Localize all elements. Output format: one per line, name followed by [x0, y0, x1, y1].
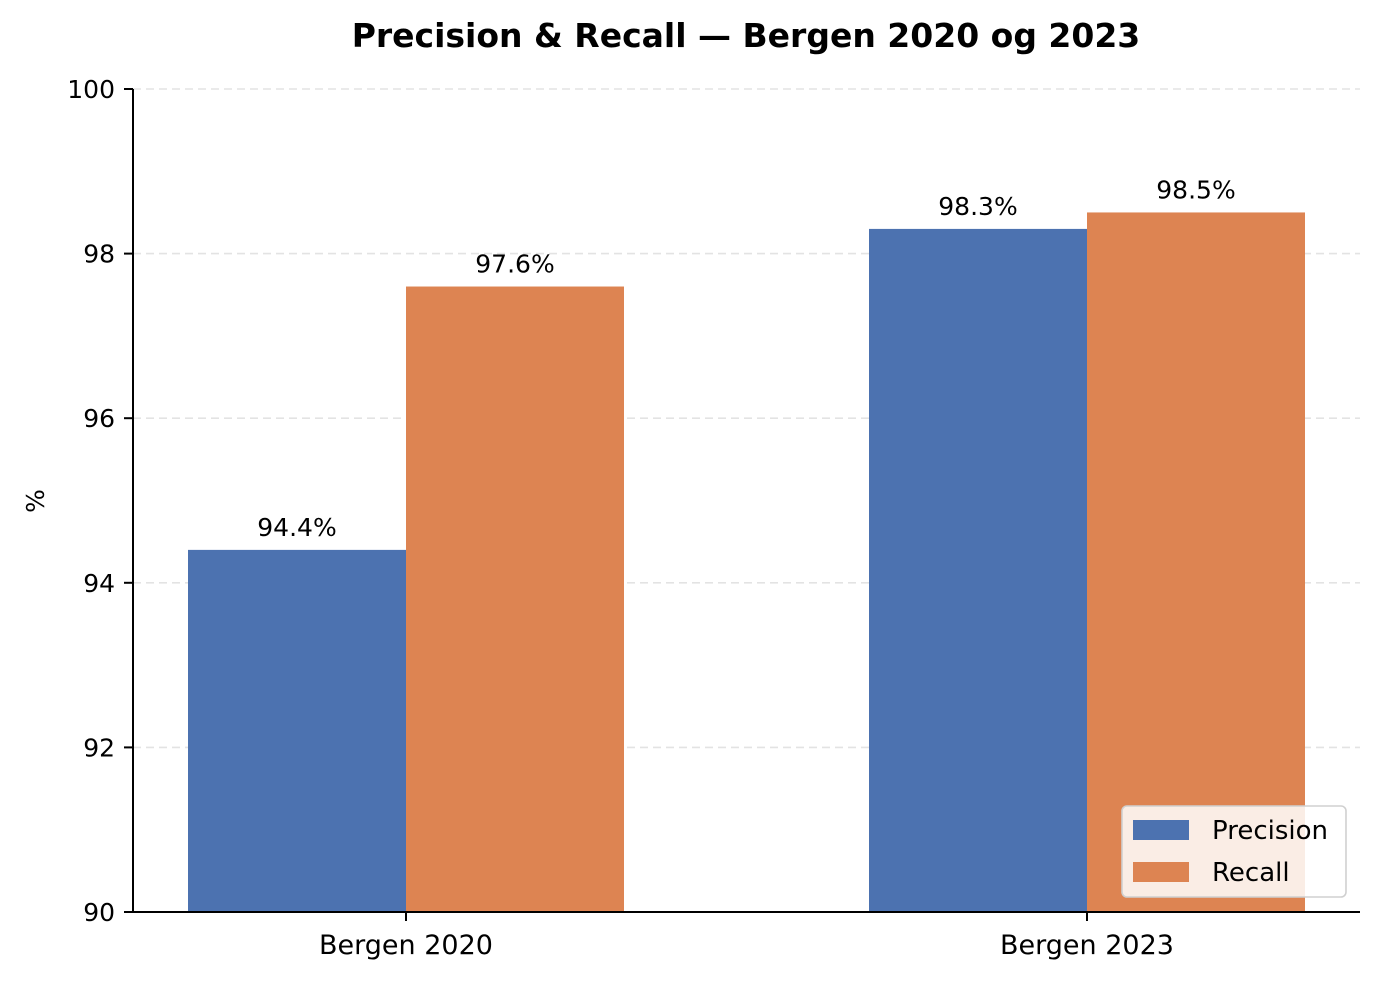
- bar-precision-2: [869, 228, 1087, 912]
- y-tick-label: 90: [83, 898, 115, 927]
- y-tick-label: 98: [83, 240, 115, 269]
- x-tick-label: Bergen 2020: [319, 930, 493, 961]
- data-label: 97.6%: [475, 250, 554, 279]
- data-label: 98.3%: [938, 192, 1017, 221]
- y-tick-label: 96: [83, 404, 115, 433]
- data-labels: 94.4% 98.3% 97.6% 98.5%: [257, 175, 1235, 541]
- bar-precision-1: [188, 549, 406, 912]
- data-label: 98.5%: [1156, 175, 1235, 204]
- legend-label-precision: Precision: [1212, 816, 1328, 846]
- y-tick-label: 100: [67, 75, 115, 104]
- y-tick-label: 94: [83, 569, 115, 598]
- legend-swatch-recall: [1133, 862, 1189, 882]
- legend: Precision Recall: [1121, 805, 1347, 898]
- axes: 90 92 94 96 98 100 Bergen 2020 Bergen 2023: [67, 75, 1360, 961]
- x-tick-label: Bergen 2023: [1000, 930, 1174, 961]
- bar-recall-2: [1087, 212, 1305, 912]
- legend-swatch-precision: [1133, 820, 1189, 840]
- y-tick-label: 92: [83, 733, 115, 762]
- data-label: 94.4%: [257, 513, 336, 542]
- y-axis-label: %: [21, 489, 50, 513]
- legend-label-recall: Recall: [1212, 858, 1290, 888]
- bars: [188, 212, 1305, 912]
- gridlines: [133, 88, 1360, 749]
- chart-title: Precision & Recall — Bergen 2020 og 2023: [352, 16, 1141, 55]
- bar-recall-1: [406, 286, 624, 912]
